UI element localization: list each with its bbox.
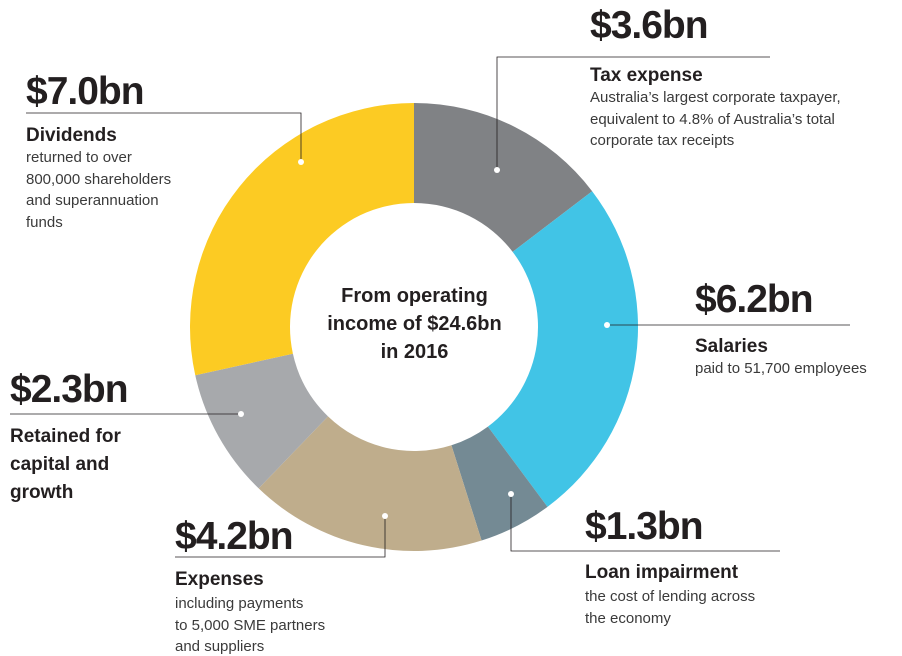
center-label: From operating income of $24.6bn in 2016	[327, 285, 502, 363]
description: the cost of lending across	[585, 588, 756, 605]
description: funds	[26, 213, 63, 231]
description: the economy	[585, 609, 671, 627]
value-label: $3.6bn	[590, 4, 709, 47]
leader-line	[175, 516, 386, 558]
donut-segment	[258, 416, 482, 551]
description: and superannuation	[26, 192, 159, 209]
leader-dot	[298, 159, 304, 165]
category-label: Tax expense	[590, 65, 703, 86]
category-label: Salaries	[695, 336, 768, 357]
leader-dot	[604, 322, 610, 328]
value-label: $4.2bn	[175, 515, 294, 558]
leader-dot	[238, 411, 244, 417]
description: including payments	[175, 595, 304, 612]
donut-segment	[195, 353, 329, 489]
donut-segment	[189, 103, 414, 376]
value-label: $2.3bn	[10, 368, 129, 411]
leader-dot	[508, 491, 514, 497]
description: Australia’s largest corporate taxpayer,	[590, 89, 841, 106]
leader-line	[510, 494, 780, 552]
category-label: Retained for capital and growth	[10, 426, 121, 503]
description: corporate tax receipts	[590, 132, 735, 149]
leader-line	[496, 56, 770, 170]
description: paid to 51,700 employees	[695, 360, 867, 377]
category-label: Loan impairment	[585, 562, 739, 583]
category-label: Dividends	[26, 125, 117, 146]
donut-segment	[414, 103, 593, 252]
leader-line	[26, 112, 302, 162]
description: to 5,000 SME partners	[175, 616, 326, 634]
value-label: $1.3bn	[585, 505, 704, 548]
description: 800,000 shareholders	[26, 170, 172, 188]
value-label: $6.2bn	[695, 278, 814, 321]
description: equivalent to 4.8% of Australia’s total	[590, 110, 835, 128]
donut-segment	[487, 191, 638, 507]
leader-dot	[494, 167, 500, 173]
donut-segment	[451, 426, 548, 541]
description: returned to over	[26, 149, 132, 166]
description: and suppliers	[175, 638, 265, 655]
value-label: $7.0bn	[26, 70, 145, 113]
leader-dot	[382, 513, 388, 519]
category-label: Expenses	[175, 569, 264, 590]
